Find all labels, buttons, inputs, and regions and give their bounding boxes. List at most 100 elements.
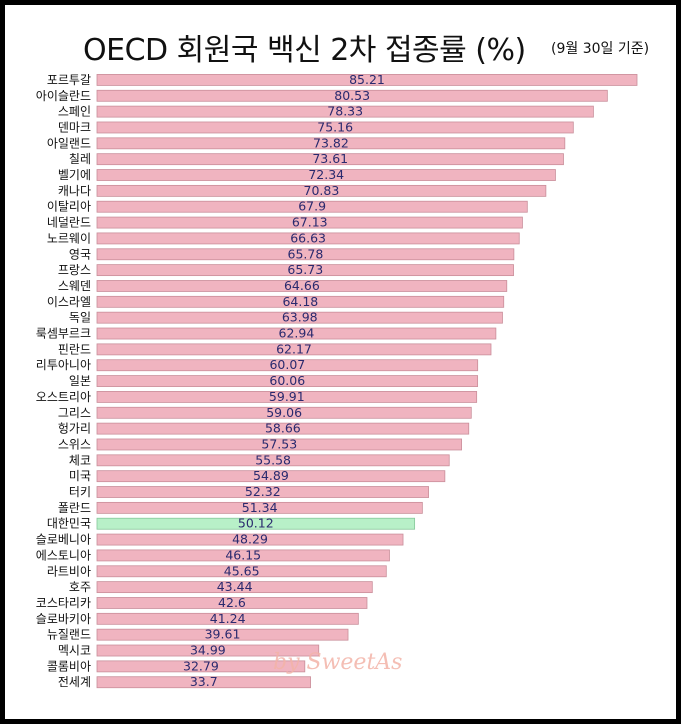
bar-슬로베니아 xyxy=(96,533,404,546)
value-label: 65.73 xyxy=(287,262,323,277)
category-label: 캐나다 xyxy=(58,184,91,198)
bar-이스라엘 xyxy=(96,295,505,308)
bar-그리스 xyxy=(96,406,472,419)
bar-코스타리카 xyxy=(96,597,368,609)
value-label: 75.16 xyxy=(317,119,353,134)
bar-라트비아 xyxy=(96,565,387,578)
chart-subtitle: (9월 30일 기준) xyxy=(551,41,650,57)
bar-폴란드 xyxy=(96,501,423,514)
chart-header: OECD 회원국 백신 2차 접종률 (%) (9월 30일 기준) xyxy=(5,31,676,75)
category-label: 이탈리아 xyxy=(47,200,91,214)
value-label: 70.83 xyxy=(304,183,340,198)
bar-전세계 xyxy=(96,676,311,689)
value-label: 67.9 xyxy=(298,199,326,214)
bar-스페인 xyxy=(96,105,594,118)
category-label: 덴마크 xyxy=(58,120,91,134)
bar-칠레 xyxy=(96,153,564,166)
bar-대한민국 xyxy=(96,517,416,530)
category-label: 핀란드 xyxy=(58,342,91,356)
bar-아일랜드 xyxy=(96,137,566,150)
category-label: 슬로베니아 xyxy=(36,533,91,547)
category-label: 슬로바키아 xyxy=(36,612,91,626)
bar-스웨덴 xyxy=(96,280,508,292)
category-label: 리투아니아 xyxy=(36,358,91,372)
value-label: 64.18 xyxy=(282,294,318,309)
bar-네덜란드 xyxy=(96,216,523,229)
value-label: 57.53 xyxy=(261,436,297,451)
chart-title: OECD 회원국 백신 2차 접종률 (%) xyxy=(83,33,526,68)
bar-오스트리아 xyxy=(96,391,478,403)
category-label: 헝가리 xyxy=(58,422,91,436)
bar-룩셈부르크 xyxy=(96,327,497,340)
bar-이탈리아 xyxy=(96,200,528,213)
category-label: 독일 xyxy=(69,311,91,325)
bar-헝가리 xyxy=(96,422,470,435)
category-label: 멕시코 xyxy=(58,644,91,658)
value-label: 34.99 xyxy=(190,643,226,658)
category-label: 네덜란드 xyxy=(47,216,91,230)
value-label: 78.33 xyxy=(327,104,363,119)
bar-스위스 xyxy=(96,438,462,451)
value-label: 43.44 xyxy=(217,579,253,594)
value-label: 32.79 xyxy=(183,658,219,673)
category-label: 노르웨이 xyxy=(47,231,91,245)
category-label: 룩셈부르크 xyxy=(36,327,91,341)
bar-프랑스 xyxy=(96,264,514,277)
value-label: 73.61 xyxy=(312,151,348,166)
value-label: 52.32 xyxy=(245,484,281,499)
value-label: 60.07 xyxy=(269,357,305,372)
chart-frame: OECD 회원국 백신 2차 접종률 (%) (9월 30일 기준) 포르투갈 8… xyxy=(5,5,676,719)
value-label: 46.15 xyxy=(225,547,261,562)
value-label: 50.12 xyxy=(238,516,274,531)
bar-호주 xyxy=(96,581,373,594)
value-label: 72.34 xyxy=(308,167,344,182)
bar-슬로바키아 xyxy=(96,612,359,625)
category-label: 뉴질랜드 xyxy=(47,628,91,642)
category-label: 벨기에 xyxy=(58,168,91,182)
value-label: 41.24 xyxy=(210,611,246,626)
category-label: 아일랜드 xyxy=(47,136,91,150)
category-label: 아이슬란드 xyxy=(36,89,91,103)
category-label: 폴란드 xyxy=(58,501,91,515)
value-label: 48.29 xyxy=(232,532,268,547)
bar-뉴질랜드 xyxy=(96,628,349,641)
value-label: 62.94 xyxy=(279,326,315,341)
category-label: 스페인 xyxy=(58,105,91,119)
category-label: 체코 xyxy=(69,453,91,467)
category-label: 프랑스 xyxy=(58,263,91,277)
value-label: 39.61 xyxy=(205,627,241,642)
value-label: 55.58 xyxy=(255,452,291,467)
value-label: 73.82 xyxy=(313,135,349,150)
bar-벨기에 xyxy=(96,169,556,181)
category-label: 에스토니아 xyxy=(36,548,91,562)
bar-리투아니아 xyxy=(96,359,479,372)
bar-콜롬비아 xyxy=(96,660,306,673)
bar-에스토니아 xyxy=(96,549,390,562)
bar-독일 xyxy=(96,311,503,324)
bar-chart: 포르투갈 85.21 아이슬란드 80.53 스페인 78.33 덴마크 75.16 아일랜드 7… xyxy=(36,72,638,689)
category-label: 라트비아 xyxy=(47,564,91,578)
category-label: 미국 xyxy=(69,469,91,483)
category-label: 터키 xyxy=(69,485,91,499)
value-label: 85.21 xyxy=(349,72,385,87)
category-label: 코스타리카 xyxy=(36,596,91,610)
category-label: 일본 xyxy=(69,374,91,388)
value-label: 63.98 xyxy=(282,310,318,325)
watermark: by SweetAs xyxy=(273,650,403,675)
bar-미국 xyxy=(96,470,446,483)
value-label: 33.7 xyxy=(190,674,218,689)
category-label: 대한민국 xyxy=(47,517,91,531)
value-label: 59.06 xyxy=(266,405,302,420)
category-label: 오스트리아 xyxy=(36,390,91,404)
category-label: 콜롬비아 xyxy=(47,659,91,673)
category-label: 포르투갈 xyxy=(47,73,91,87)
value-label: 60.06 xyxy=(269,373,305,388)
category-label: 영국 xyxy=(69,247,91,261)
value-label: 67.13 xyxy=(292,215,328,230)
bar-덴마크 xyxy=(96,121,574,134)
bar-체코 xyxy=(96,454,450,467)
value-label: 65.78 xyxy=(288,246,324,261)
category-label: 이스라엘 xyxy=(47,295,91,309)
value-label: 42.6 xyxy=(218,595,246,610)
value-label: 62.17 xyxy=(276,341,312,356)
